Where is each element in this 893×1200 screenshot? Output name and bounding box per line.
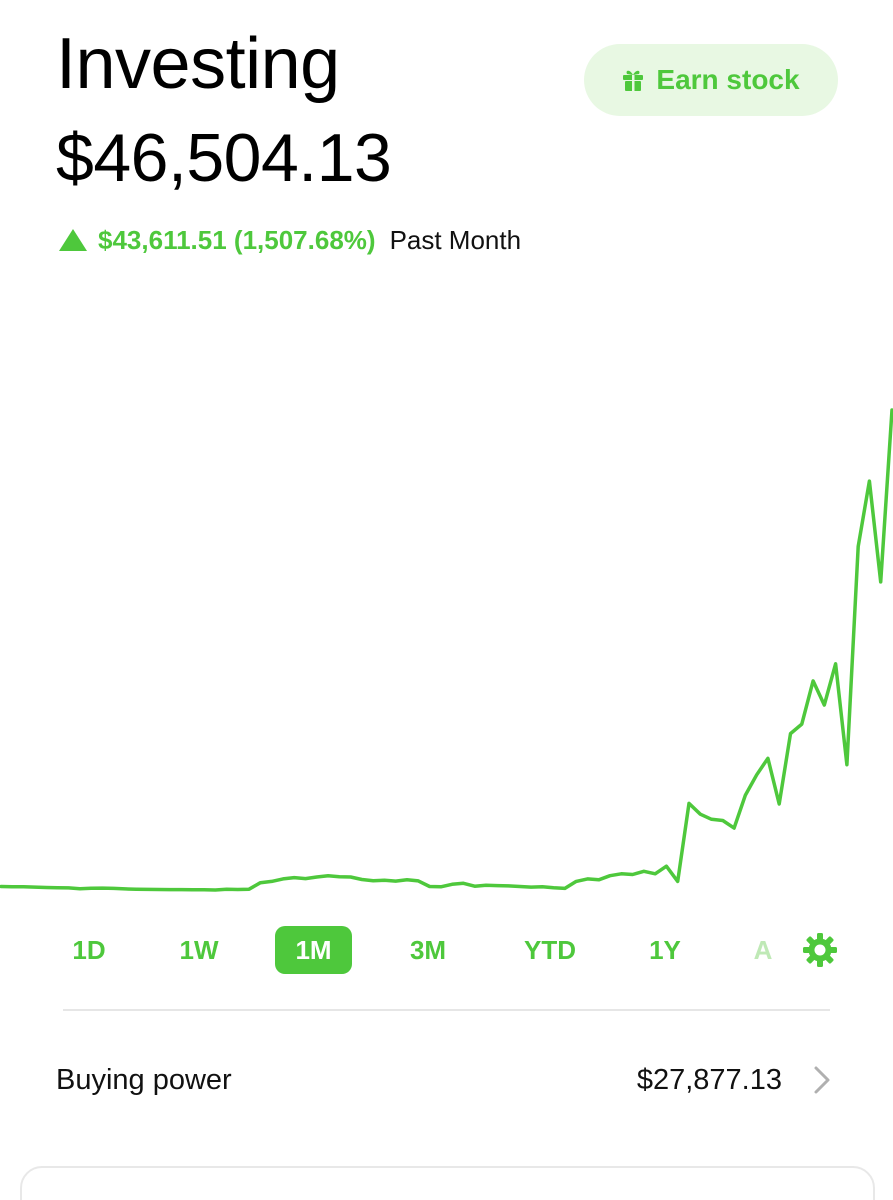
change-value: $43,611.51 (1,507.68%) (98, 225, 376, 255)
buying-power-label: Buying power (56, 1063, 232, 1096)
change-period: Past Month (389, 225, 522, 255)
buying-power-row[interactable]: Buying power $27,877.13 (56, 1050, 836, 1110)
portfolio-change: $43,611.51 (1,507.68%) Past Month (58, 222, 521, 258)
page-title: Investing (56, 24, 340, 104)
earn-stock-label: Earn stock (656, 64, 800, 95)
range-1d[interactable]: 1D (72, 934, 106, 965)
portfolio-balance: $46,504.13 (56, 120, 392, 196)
range-all[interactable]: A (753, 934, 773, 965)
divider (63, 1009, 830, 1011)
bottom-card (20, 1166, 875, 1200)
gift-icon (623, 70, 644, 91)
gear-icon[interactable] (802, 932, 838, 968)
portfolio-chart[interactable] (0, 300, 893, 920)
chevron-right-icon (814, 1066, 830, 1094)
time-range-selector: 1D 1W 1M 3M YTD 1Y A (0, 922, 893, 978)
buying-power-value: $27,877.13 (636, 1063, 782, 1096)
chart-series-line (0, 408, 893, 892)
earn-stock-button[interactable]: Earn stock (584, 44, 838, 116)
triangle-up-icon (59, 229, 87, 251)
range-ytd[interactable]: YTD (524, 934, 576, 965)
range-3m[interactable]: 3M (409, 934, 447, 965)
range-1m[interactable]: 1M (275, 926, 352, 974)
range-1y[interactable]: 1Y (649, 934, 681, 965)
range-1w[interactable]: 1W (179, 934, 219, 965)
